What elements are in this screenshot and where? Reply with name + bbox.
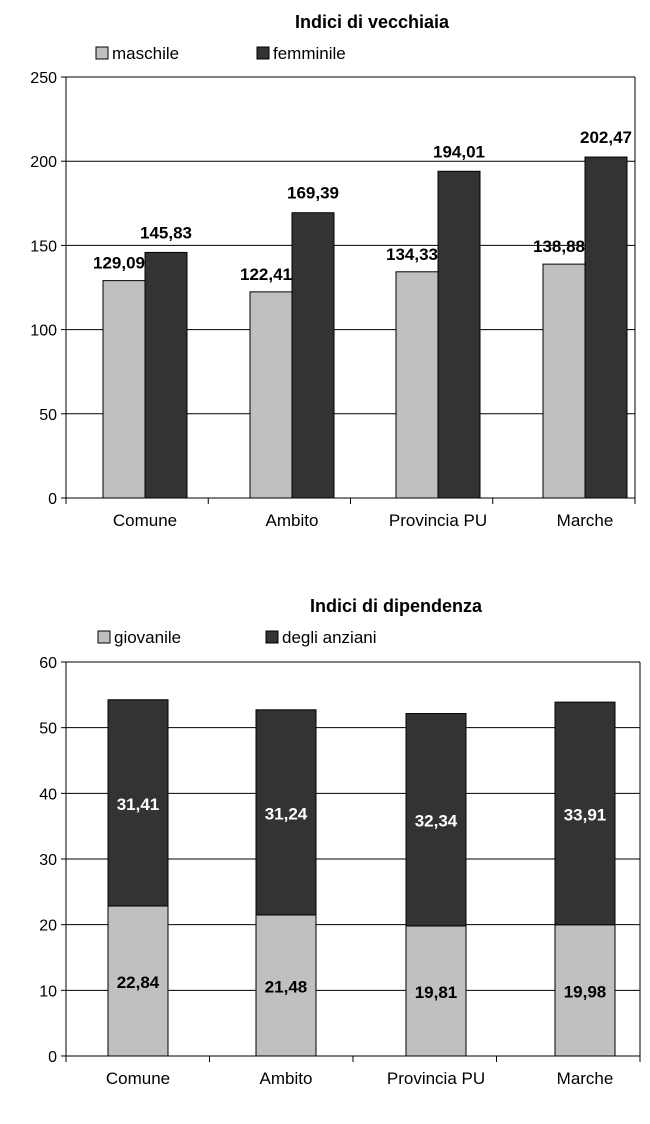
chart2-legend-swatch-anziani	[265, 630, 279, 644]
chart2-bar-segment-anziani	[107, 699, 169, 907]
chart1-bar-maschile	[249, 291, 293, 499]
chart1-bar-maschile	[102, 280, 146, 499]
chart1-bar-maschile	[395, 271, 439, 499]
chart1-legend: maschile femminile	[95, 44, 346, 63]
chart2-category-label: Ambito	[260, 1069, 313, 1088]
chart1-ytick-label: 0	[48, 491, 57, 508]
chart1-bar-femminile	[584, 156, 628, 499]
chart2-ytick-label: 30	[39, 852, 57, 869]
chart1-title: Indici di vecchiaia	[295, 12, 450, 32]
chart1-bar-femminile	[144, 251, 188, 499]
chart-dipendenza: Indici di dipendenza giovanile degli anz…	[39, 596, 641, 1088]
chart2-data-label-giovanile: 19,98	[564, 982, 607, 1001]
chart2-bar-segment-anziani	[554, 701, 616, 926]
chart1-legend-swatch-maschile	[95, 46, 109, 60]
chart1-category-label: Marche	[557, 511, 614, 530]
chart2-plot: 0 10 20 30 40 50 60 Comune Ambito Provincia PU Mar…	[39, 655, 641, 1088]
chart1-legend-label-maschile: maschile	[112, 44, 179, 63]
chart1-ytick-label: 100	[30, 323, 57, 340]
chart2-category-label: Marche	[557, 1069, 614, 1088]
chart2-bar-segment-anziani	[255, 709, 317, 916]
chart2-ytick-label: 0	[48, 1049, 57, 1066]
chart2-legend-label-giovanile: giovanile	[114, 628, 181, 647]
chart1-plot: 0 50 100 150 200 250 Comune Ambito Provincia PU M…	[30, 70, 636, 530]
chart1-data-label-maschile: 138,88	[533, 237, 585, 256]
chart2-legend-label-anziani: degli anziani	[282, 628, 377, 647]
chart2-data-label-giovanile: 21,48	[265, 977, 308, 996]
chart2-category-label: Provincia PU	[387, 1069, 485, 1088]
chart1-category-label: Comune	[113, 511, 177, 530]
chart1-data-label-femminile: 202,47	[580, 128, 632, 147]
chart2-data-label-anziani: 31,24	[265, 804, 308, 823]
chart2-data-label-anziani: 32,34	[415, 812, 458, 831]
chart1-data-label-maschile: 129,09	[93, 254, 145, 273]
chart2-ytick-label: 60	[39, 655, 57, 672]
chart2-legend-swatch-giovanile	[97, 630, 111, 644]
chart2-bar-segment-anziani	[405, 713, 467, 927]
chart2-ytick-label: 10	[39, 983, 57, 1000]
chart1-legend-label-femminile: femminile	[273, 44, 346, 63]
chart2-data-label-giovanile: 19,81	[415, 983, 458, 1002]
chart2-ytick-label: 40	[39, 786, 57, 803]
chart1-bar-maschile	[542, 263, 586, 499]
chart2-bar-segment-giovanile	[554, 924, 616, 1057]
chart1-ytick-label: 200	[30, 154, 57, 171]
chart1-legend-swatch-femminile	[256, 46, 270, 60]
chart1-data-label-femminile: 145,83	[140, 223, 192, 242]
chart1-data-label-maschile: 122,41	[240, 265, 292, 284]
chart1-ytick-label: 50	[39, 407, 57, 424]
chart1-bar-femminile	[291, 212, 335, 499]
chart1-bar-femminile	[437, 170, 481, 499]
chart1-category-label: Ambito	[266, 511, 319, 530]
chart2-data-label-anziani: 33,91	[564, 805, 607, 824]
chart2-data-label-anziani: 31,41	[117, 795, 160, 814]
chart1-data-label-femminile: 169,39	[287, 184, 339, 203]
chart1-ytick-label: 150	[30, 238, 57, 255]
chart2-ytick-label: 50	[39, 721, 57, 738]
chart1-data-label-maschile: 134,33	[386, 245, 438, 264]
chart1-ytick-label: 250	[30, 70, 57, 87]
chart2-legend: giovanile degli anziani	[97, 628, 377, 647]
chart1-data-label-femminile: 194,01	[433, 142, 485, 161]
chart-vecchiaia: Indici di vecchiaia maschile femminile 0…	[30, 12, 636, 530]
chart1-category-label: Provincia PU	[389, 511, 487, 530]
chart2-bar-segment-giovanile	[405, 925, 467, 1057]
chart2-bar-segment-giovanile	[107, 905, 169, 1057]
chart2-data-label-giovanile: 22,84	[117, 973, 160, 992]
chart2-category-label: Comune	[106, 1069, 170, 1088]
chart2-title: Indici di dipendenza	[310, 596, 483, 616]
chart2-ytick-label: 20	[39, 918, 57, 935]
chart2-bar-segment-giovanile	[255, 914, 317, 1057]
